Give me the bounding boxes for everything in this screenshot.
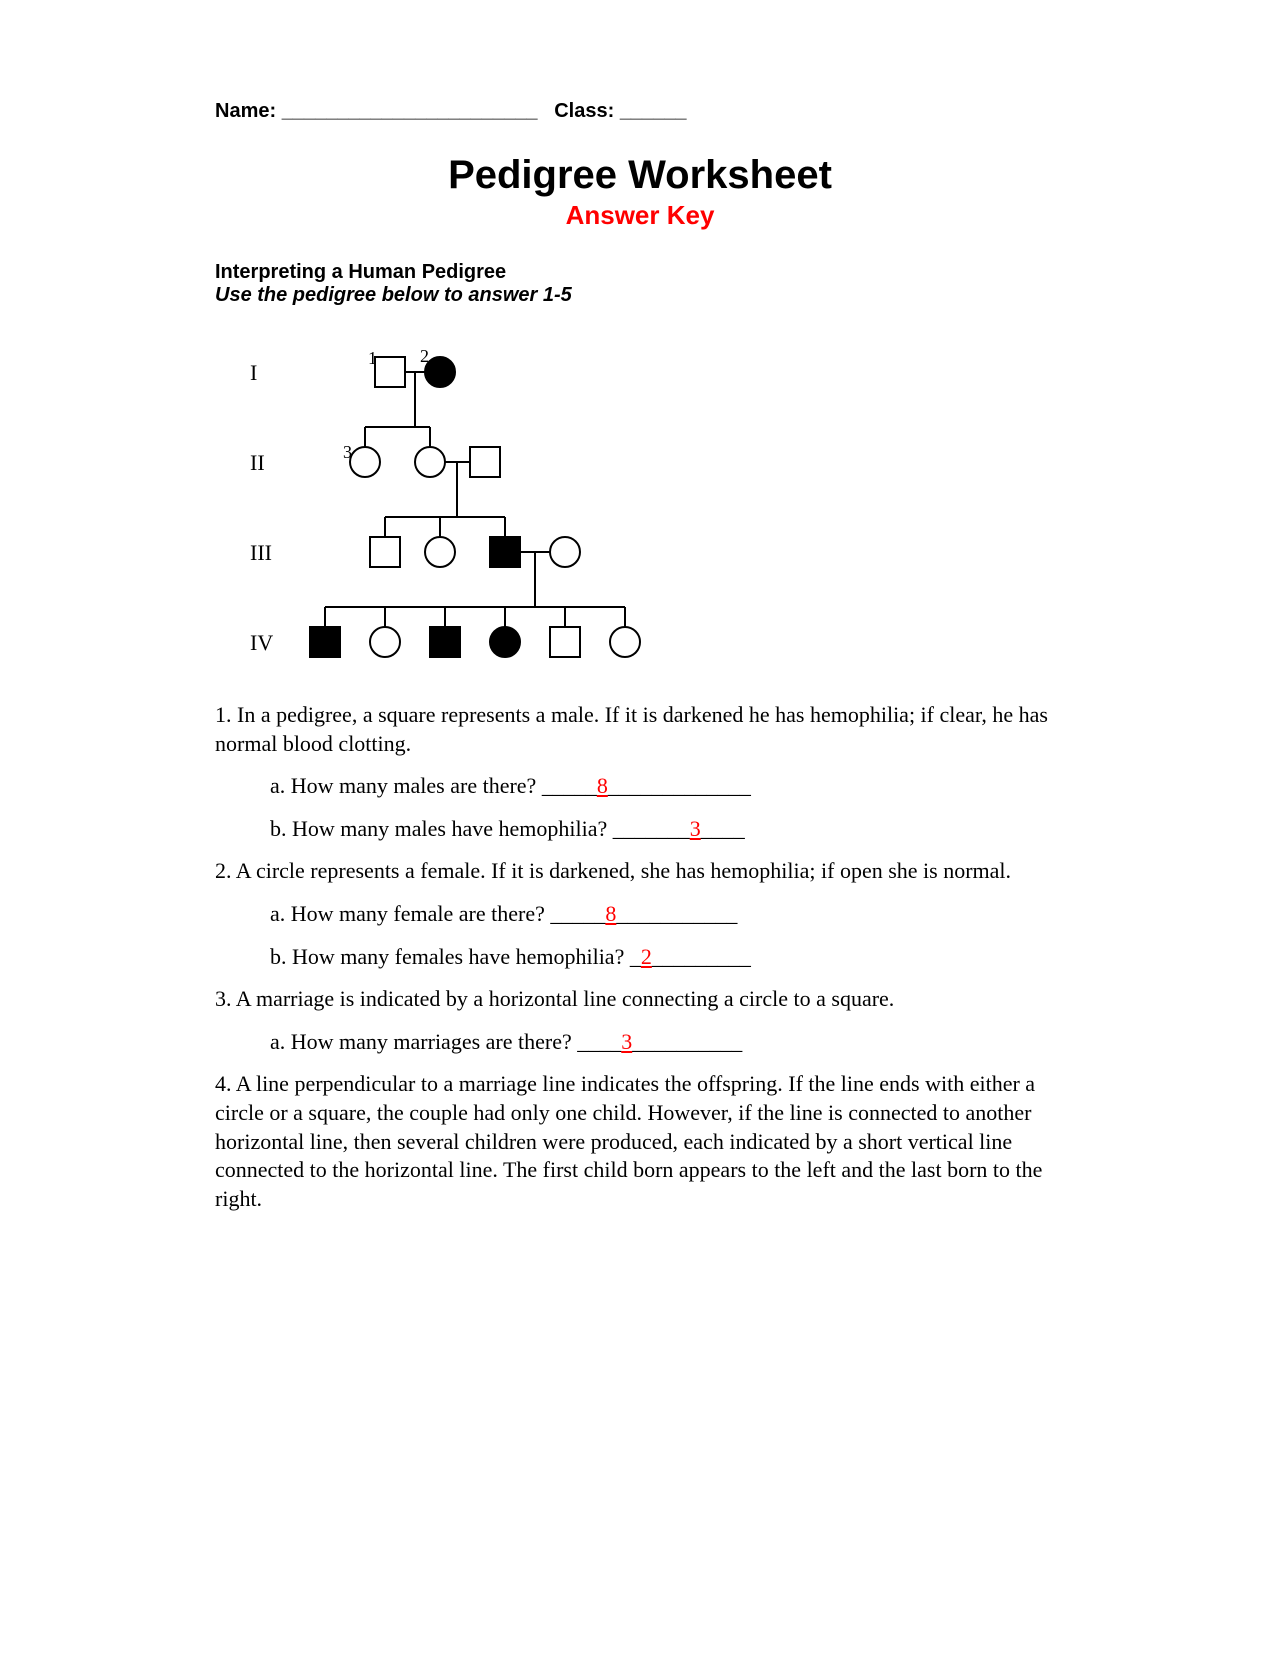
name-label: Name:	[215, 100, 276, 122]
question-2: 2. A circle represents a female. If it i…	[215, 857, 1065, 886]
answer-2b: 2	[641, 944, 652, 969]
name-blank: _______________________	[282, 100, 538, 122]
section-heading: Interpreting a Human Pedigree	[215, 261, 1065, 284]
question-2b: b. How many females have hemophilia? _2_…	[270, 943, 1065, 972]
student-header: Name: _______________________ Class: ___…	[215, 100, 1065, 123]
svg-text:III: III	[250, 540, 272, 565]
svg-text:1: 1	[368, 348, 377, 368]
worksheet-page: Name: _______________________ Class: ___…	[115, 0, 1165, 1287]
question-4: 4. A line perpendicular to a marriage li…	[215, 1070, 1065, 1213]
svg-text:II: II	[250, 450, 265, 475]
class-blank: ______	[620, 100, 687, 122]
pedigree-diagram: IIIIIIIV123	[215, 332, 1065, 687]
question-1: 1. In a pedigree, a square represents a …	[215, 701, 1065, 758]
answer-1a: 8	[597, 773, 608, 798]
pedigree-svg: IIIIIIIV123	[215, 332, 735, 682]
class-label: Class:	[554, 100, 614, 122]
question-1a: a. How many males are there? _____8_____…	[270, 772, 1065, 801]
question-2a: a. How many female are there? _____8____…	[270, 900, 1065, 929]
question-3: 3. A marriage is indicated by a horizont…	[215, 985, 1065, 1014]
question-3a: a. How many marriages are there? ____3__…	[270, 1028, 1065, 1057]
answer-1b: 3	[690, 816, 701, 841]
svg-text:I: I	[250, 360, 257, 385]
svg-text:2: 2	[420, 346, 429, 366]
page-subtitle: Answer Key	[215, 200, 1065, 231]
answer-3a: 3	[621, 1029, 632, 1054]
question-1b: b. How many males have hemophilia? _____…	[270, 815, 1065, 844]
answer-2a: 8	[605, 901, 616, 926]
svg-text:IV: IV	[250, 630, 273, 655]
section-instruction: Use the pedigree below to answer 1-5	[215, 284, 1065, 307]
svg-text:3: 3	[343, 442, 352, 462]
page-title: Pedigree Worksheet	[215, 153, 1065, 198]
